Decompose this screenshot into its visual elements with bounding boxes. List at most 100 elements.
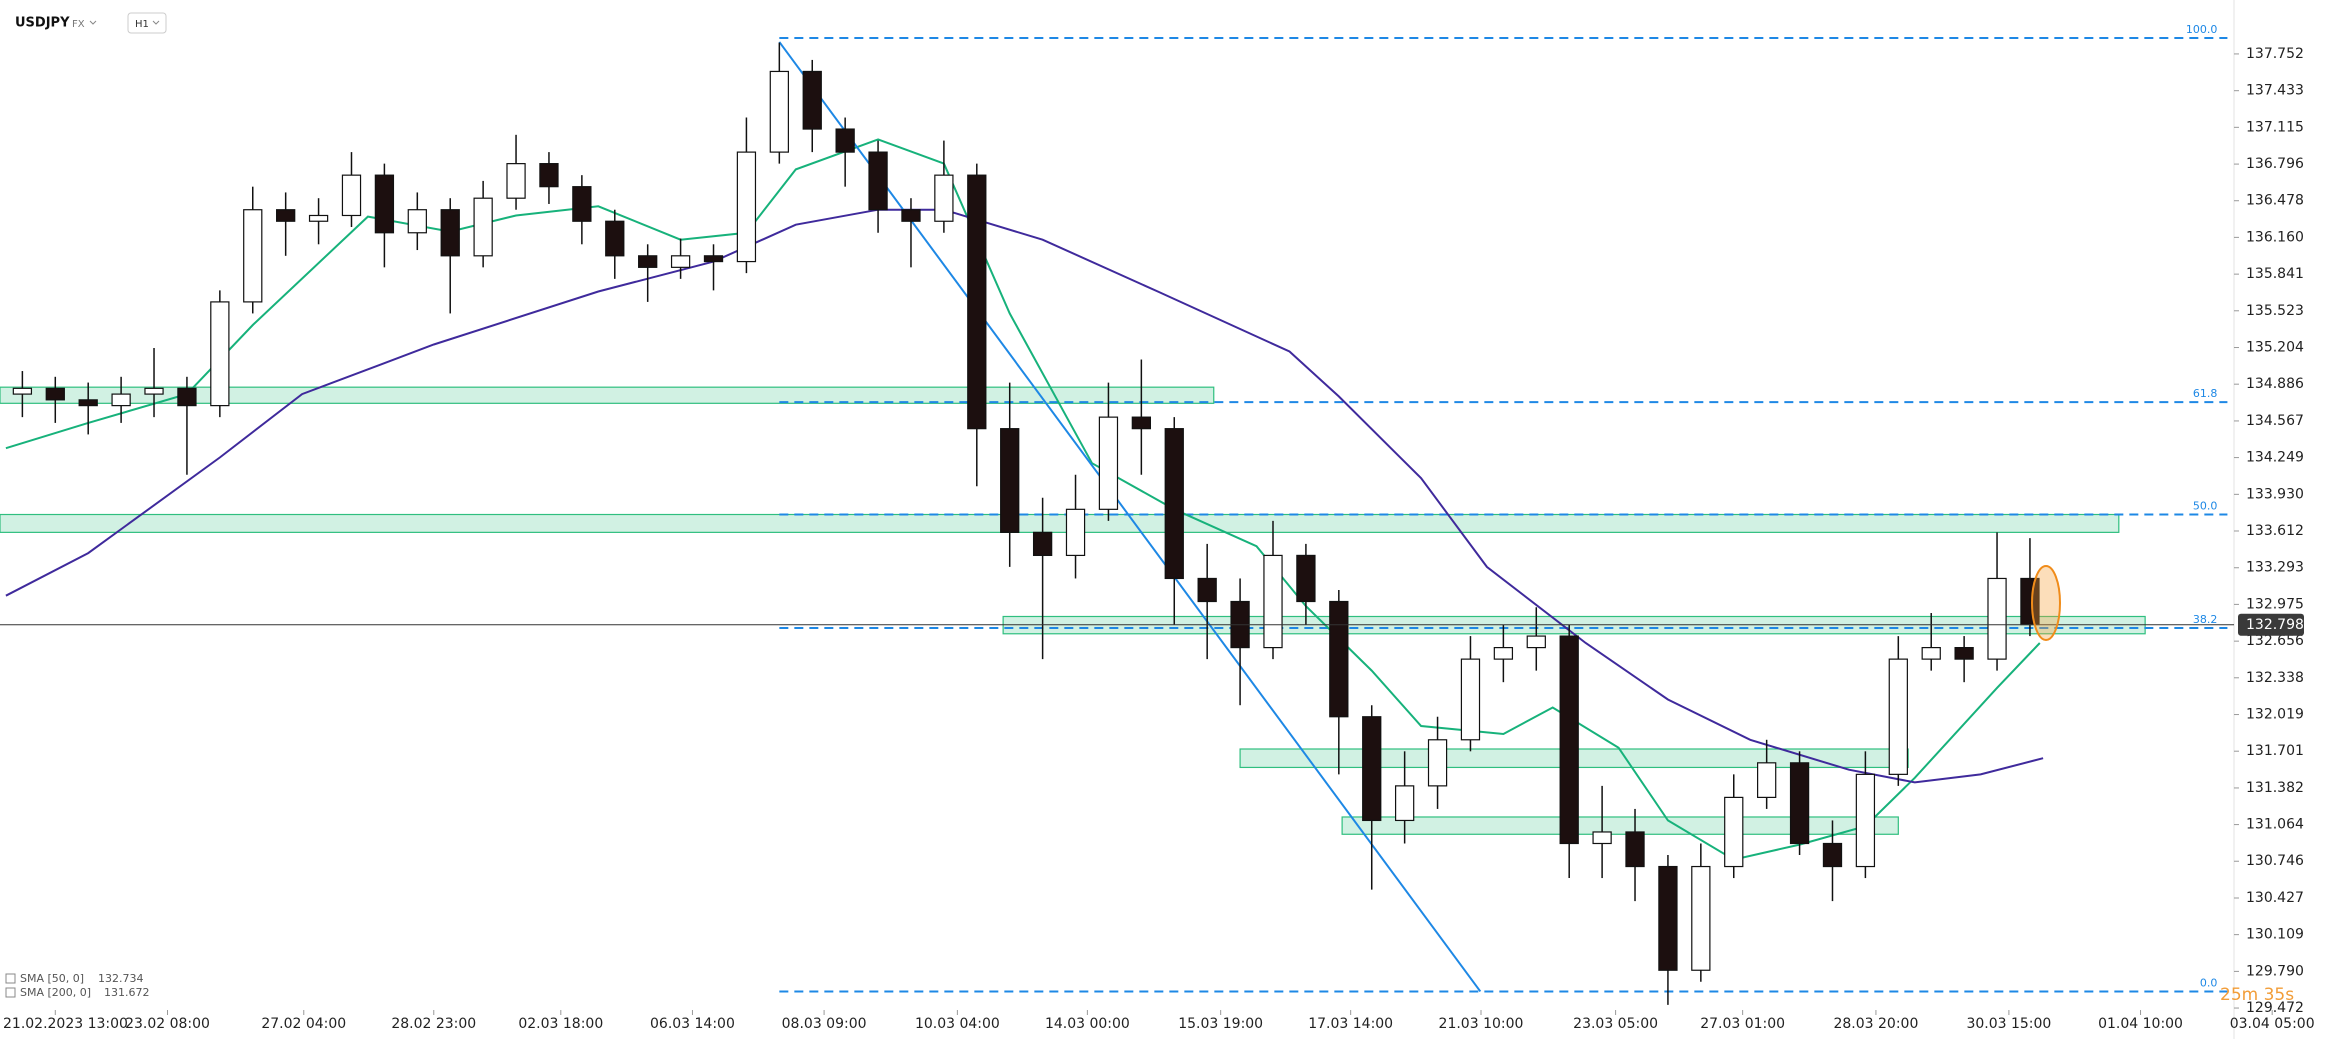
- y-tick-label: 134.249: [2246, 450, 2304, 466]
- candle-body: [407, 209, 427, 234]
- candle-body: [78, 399, 98, 407]
- zone: [0, 386, 1215, 404]
- candle-body: [177, 387, 197, 407]
- candle-body: [45, 387, 65, 401]
- interval[interactable]: H1: [135, 19, 149, 30]
- y-tick-label: 130.427: [2246, 890, 2304, 906]
- candle-body: [1757, 762, 1777, 798]
- candle-body: [1954, 646, 1974, 660]
- y-tick-label: 132.975: [2246, 596, 2304, 612]
- candle-body: [1460, 658, 1481, 741]
- candle-body: [1032, 531, 1053, 557]
- highlight: [2031, 565, 2061, 641]
- y-tick-label: 135.204: [2246, 340, 2304, 356]
- x-tick-label: 02.03 18:00: [518, 1016, 603, 1032]
- candle-body: [1263, 554, 1283, 649]
- candle-body: [1493, 646, 1514, 660]
- candle-body: [1098, 416, 1119, 510]
- symbol[interactable]: USDJPY: [15, 16, 70, 31]
- candle-body: [1329, 600, 1349, 718]
- y-tick-label: 137.433: [2246, 83, 2304, 99]
- legend-value: 132.734: [98, 972, 144, 985]
- countdown: 25m 35s: [2220, 985, 2294, 1005]
- trendline: [778, 41, 1482, 993]
- legend-icon: [5, 973, 16, 984]
- candle-body: [1822, 842, 1843, 868]
- candle-body: [1921, 646, 1941, 660]
- x-tick-label: 21.02.2023 13:00: [3, 1016, 128, 1032]
- candle-body: [276, 209, 296, 222]
- y-tick-label: 132.656: [2246, 633, 2304, 649]
- x-tick-label: 08.03 09:00: [782, 1016, 867, 1032]
- fib-label: 50.0: [2193, 500, 2218, 513]
- y-tick-label: 135.841: [2246, 266, 2304, 282]
- candle-body: [374, 174, 395, 234]
- candle-body: [769, 70, 789, 153]
- candle-body: [1197, 577, 1217, 603]
- x-tick-label: 17.03 14:00: [1308, 1016, 1393, 1032]
- x-tick-label: 23.02 08:00: [125, 1016, 210, 1032]
- candle-body: [901, 209, 921, 222]
- candle-body: [1855, 773, 1876, 868]
- candle-body: [12, 387, 33, 395]
- y-tick-label: 131.064: [2246, 817, 2304, 833]
- candle-body: [967, 174, 987, 430]
- candle-body: [934, 174, 954, 222]
- candle-body: [210, 301, 230, 407]
- chevron: [152, 20, 160, 25]
- candle-body: [1164, 428, 1184, 580]
- candle-body: [1658, 865, 1678, 971]
- fib-label: 61.8: [2193, 387, 2218, 400]
- y-tick-label: 133.612: [2246, 523, 2304, 539]
- y-tick-label: 129.790: [2246, 963, 2304, 979]
- y-tick-label: 136.160: [2246, 229, 2304, 245]
- legend-name: SMA [200, 0]: [20, 986, 91, 999]
- x-tick-label: 30.03 15:00: [1966, 1016, 2051, 1032]
- x-tick-label: 27.02 04:00: [261, 1016, 346, 1032]
- x-tick-label: 15.03 19:00: [1178, 1016, 1263, 1032]
- y-tick-label: 136.478: [2246, 193, 2304, 209]
- candle-body: [539, 163, 559, 188]
- candle-body: [111, 393, 131, 407]
- candle-body: [144, 387, 164, 395]
- market: FX: [72, 19, 85, 30]
- candle-body: [1000, 428, 1020, 533]
- y-tick-label: 130.746: [2246, 853, 2304, 869]
- y-tick-label: 133.293: [2246, 560, 2304, 576]
- fib-label: 0.0: [2200, 976, 2218, 989]
- candle-body: [1691, 865, 1711, 971]
- candle-body: [736, 151, 757, 263]
- x-tick-label: 06.03 14:00: [650, 1016, 735, 1032]
- x-tick-label: 28.02 23:00: [391, 1016, 476, 1032]
- fib-label: 100.0: [2186, 23, 2218, 36]
- y-tick-label: 129.472: [2246, 1000, 2304, 1016]
- candle-body: [1888, 658, 1908, 775]
- candle-body: [1296, 554, 1316, 603]
- candle-body: [243, 209, 263, 303]
- y-tick-label: 134.886: [2246, 376, 2304, 392]
- x-tick-label: 01.04 10:00: [2098, 1016, 2183, 1032]
- y-tick-label: 135.523: [2246, 303, 2304, 319]
- y-tick-label: 130.109: [2246, 927, 2304, 943]
- candle-body: [868, 151, 888, 211]
- plot-area: 100.0 61.8 50.0 38.2 0.0: [0, 23, 2228, 1005]
- legend-value: 131.672: [104, 986, 150, 999]
- zone: [0, 513, 2120, 533]
- chevron: [89, 20, 97, 25]
- interval-button[interactable]: [127, 12, 167, 34]
- candle-body: [341, 174, 362, 217]
- candle-body: [1987, 577, 2007, 660]
- sma-line: [5, 208, 2044, 784]
- candle-body: [506, 163, 526, 199]
- x-tick-label: 27.03 01:00: [1700, 1016, 1785, 1032]
- candle-body: [1592, 831, 1612, 845]
- x-tick-label: 21.03 10:00: [1439, 1016, 1524, 1032]
- candle-body: [1362, 716, 1382, 822]
- candle-body: [1789, 762, 1810, 845]
- candle-body: [440, 209, 460, 257]
- candle-body: [638, 255, 658, 268]
- sma-line: [5, 138, 2041, 861]
- y-tick-label: 132.338: [2246, 670, 2304, 686]
- candle-body: [1559, 635, 1579, 845]
